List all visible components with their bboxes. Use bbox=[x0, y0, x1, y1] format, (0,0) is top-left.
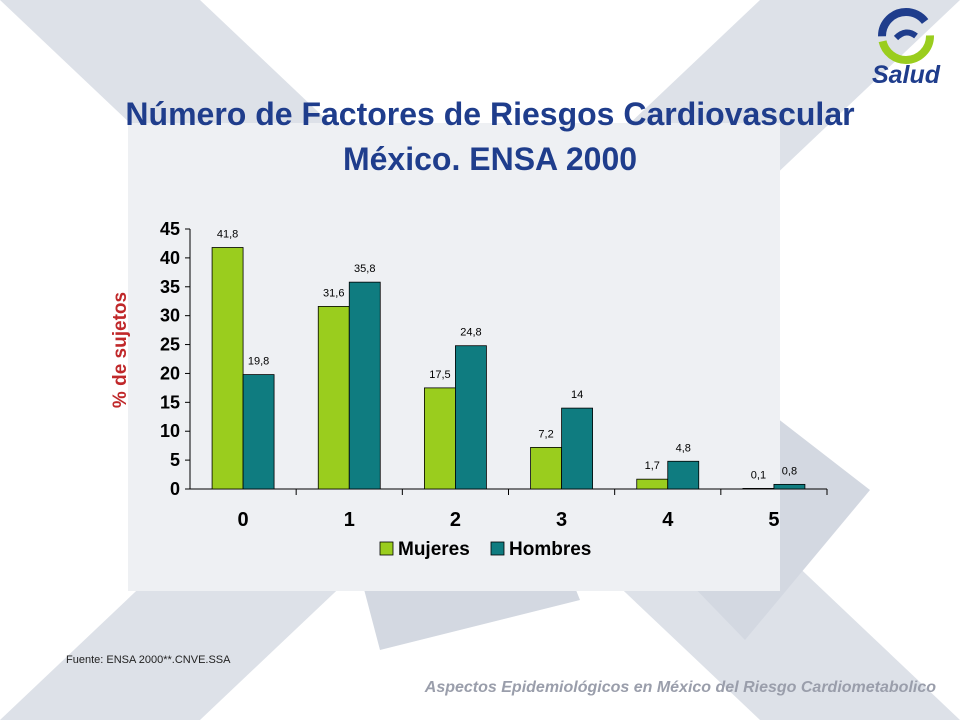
y-tick-label: 40 bbox=[160, 248, 180, 268]
y-tick-label: 20 bbox=[160, 363, 180, 383]
y-tick-label: 25 bbox=[160, 335, 180, 355]
data-label: 7,2 bbox=[538, 428, 553, 440]
bar-mujeres-0 bbox=[211, 247, 244, 490]
page-title: Número de Factores de Riesgos Cardiovasc… bbox=[125, 96, 855, 132]
bar-hombres-2 bbox=[455, 345, 487, 490]
legend-swatch-mujeres bbox=[379, 541, 394, 556]
salud-logo: Salud bbox=[858, 6, 954, 94]
bar-hombres-3 bbox=[561, 407, 593, 490]
data-label: 0,1 bbox=[751, 469, 766, 481]
bar-mujeres-5 bbox=[742, 488, 775, 490]
data-label: 4,8 bbox=[676, 442, 691, 454]
y-tick-label: 5 bbox=[170, 450, 180, 470]
y-tick-label: 30 bbox=[160, 306, 180, 326]
y-tick-label: 0 bbox=[170, 479, 180, 499]
x-tick-label: 5 bbox=[768, 509, 779, 531]
bar-mujeres-2 bbox=[424, 387, 456, 490]
bar-hombres-1 bbox=[348, 281, 381, 490]
y-tick-label: 10 bbox=[160, 421, 180, 441]
data-label: 14 bbox=[571, 389, 583, 401]
x-tick-label: 3 bbox=[556, 509, 567, 531]
y-axis-label: % de sujetos bbox=[110, 292, 131, 408]
data-label: 35,8 bbox=[354, 263, 375, 275]
x-tick-label: 2 bbox=[450, 509, 461, 531]
bar-mujeres-4 bbox=[636, 478, 669, 490]
legend-label-hombres: Hombres bbox=[509, 539, 591, 560]
bar-hombres-5 bbox=[773, 483, 806, 490]
bar-hombres-0 bbox=[242, 374, 275, 490]
data-label: 0,8 bbox=[782, 465, 797, 477]
data-label: 1,7 bbox=[645, 460, 660, 472]
data-label: 31,6 bbox=[323, 287, 344, 299]
x-tick-label: 4 bbox=[662, 509, 674, 531]
legend-swatch-hombres bbox=[490, 541, 505, 556]
footer-text: Aspectos Epidemiológicos en México del R… bbox=[424, 679, 936, 696]
salud-swirl-icon bbox=[878, 8, 934, 64]
data-label: 17,5 bbox=[429, 369, 450, 381]
data-label: 41,8 bbox=[217, 228, 238, 240]
page-subtitle: México. ENSA 2000 bbox=[342, 141, 638, 177]
y-tick-label: 35 bbox=[160, 277, 180, 297]
data-label: 19,8 bbox=[248, 356, 269, 368]
y-tick-label: 15 bbox=[160, 392, 180, 412]
data-label: 24,8 bbox=[460, 327, 481, 339]
bar-hombres-4 bbox=[667, 460, 700, 490]
x-tick-label: 1 bbox=[344, 509, 355, 531]
y-tick-label: 45 bbox=[160, 219, 180, 239]
bar-mujeres-3 bbox=[530, 446, 562, 490]
legend-label-mujeres: Mujeres bbox=[398, 539, 470, 560]
x-tick-label: 0 bbox=[238, 509, 249, 531]
source-note: Fuente: ENSA 2000**.CNVE.SSA bbox=[66, 654, 231, 666]
bar-mujeres-1 bbox=[317, 306, 350, 490]
logo-text: Salud bbox=[871, 61, 941, 89]
